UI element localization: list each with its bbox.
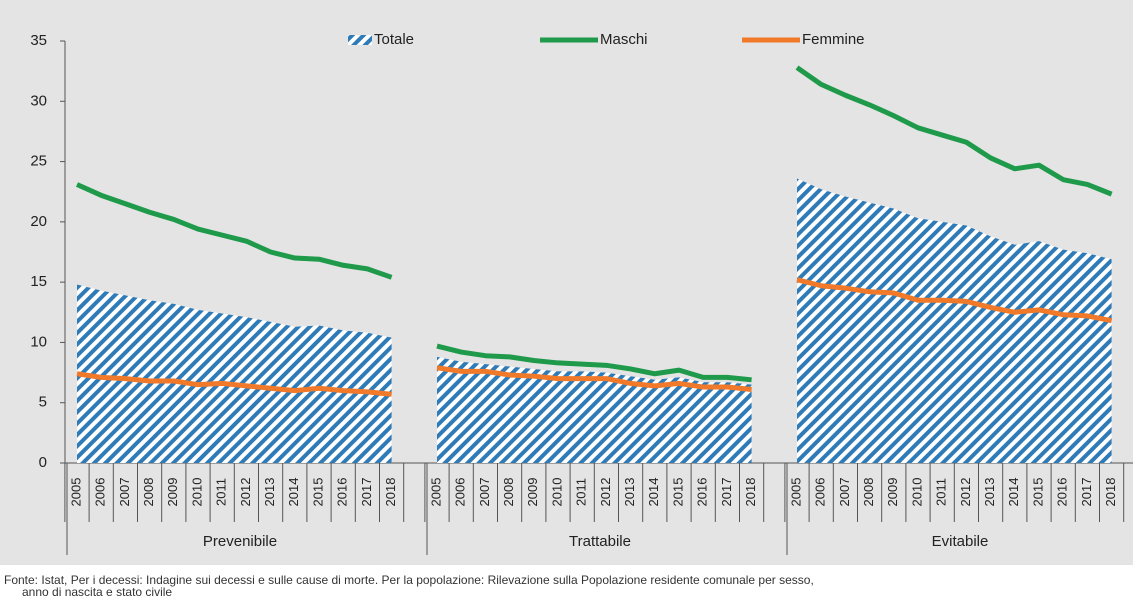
x-tick-label: 2010 (909, 478, 924, 507)
y-tick-label: 0 (39, 454, 47, 471)
x-tick-label: 2005 (68, 478, 83, 507)
x-tick-label: 2008 (141, 478, 156, 507)
legend-swatch (348, 35, 372, 45)
area (797, 178, 1112, 464)
x-tick-label: 2013 (622, 478, 637, 507)
x-tick-label: 2018 (743, 478, 758, 507)
x-tick-label: 2012 (598, 478, 613, 507)
x-tick-label: 2014 (646, 478, 661, 507)
x-tick-label: 2010 (549, 478, 564, 507)
x-tick-label: 2007 (477, 478, 492, 507)
x-tick-label: 2015 (310, 478, 325, 507)
line (436, 365, 752, 392)
y-tick-label: 5 (39, 394, 47, 411)
x-tick-label: 2007 (837, 478, 852, 507)
line (75, 182, 393, 280)
x-tick-label: 2008 (861, 478, 876, 507)
line (795, 65, 1113, 197)
x-tick-label: 2008 (501, 478, 516, 507)
y-tick-label: 30 (30, 92, 47, 109)
source-note: anno di nascita e stato civile (22, 585, 172, 599)
y-tick-label: 35 (30, 32, 47, 49)
x-tick-label: 2015 (1030, 478, 1045, 507)
group-label: Prevenibile (203, 533, 277, 550)
x-tick-label: 2007 (117, 478, 132, 507)
x-tick-label: 2011 (574, 478, 589, 506)
y-tick-label: 10 (30, 333, 47, 350)
x-tick-label: 2016 (335, 478, 350, 507)
x-tick-label: 2012 (238, 478, 253, 507)
x-tick-label: 2010 (189, 478, 204, 507)
x-tick-label: 2016 (695, 478, 710, 507)
x-tick-label: 2006 (93, 478, 108, 507)
y-tick-label: 25 (30, 153, 47, 170)
x-tick-label: 2009 (165, 478, 180, 507)
x-tick-label: 2014 (286, 478, 301, 507)
area (77, 284, 392, 463)
legend-label: Maschi (600, 31, 648, 48)
x-tick-label: 2006 (453, 478, 468, 507)
x-tick-label: 2016 (1055, 478, 1070, 507)
x-tick-label: 2011 (934, 478, 949, 506)
x-tick-label: 2013 (262, 478, 277, 507)
x-tick-label: 2009 (525, 478, 540, 507)
x-tick-label: 2018 (1103, 478, 1118, 507)
x-tick-label: 2014 (1006, 478, 1021, 507)
line (76, 371, 392, 397)
x-tick-label: 2013 (982, 478, 997, 507)
x-tick-label: 2017 (359, 478, 374, 507)
line (796, 277, 1113, 324)
x-tick-label: 2017 (1079, 478, 1094, 507)
legend-label: Femmine (802, 31, 865, 48)
x-tick-label: 2017 (719, 478, 734, 507)
legend-label: Totale (374, 31, 414, 48)
x-tick-label: 2005 (428, 478, 443, 507)
y-tick-label: 20 (30, 213, 47, 230)
group-label: Evitabile (932, 533, 989, 550)
x-tick-label: 2012 (958, 478, 973, 507)
x-tick-label: 2005 (788, 478, 803, 507)
x-tick-label: 2011 (214, 478, 229, 506)
source-note: Fonte: Istat, Per i decessi: Indagine su… (4, 573, 814, 587)
group-label: Trattabile (569, 533, 631, 550)
x-tick-label: 2006 (813, 478, 828, 507)
x-tick-label: 2015 (670, 478, 685, 507)
y-tick-label: 15 (30, 273, 47, 290)
x-tick-label: 2009 (885, 478, 900, 507)
x-tick-label: 2018 (383, 478, 398, 507)
line (436, 343, 752, 383)
